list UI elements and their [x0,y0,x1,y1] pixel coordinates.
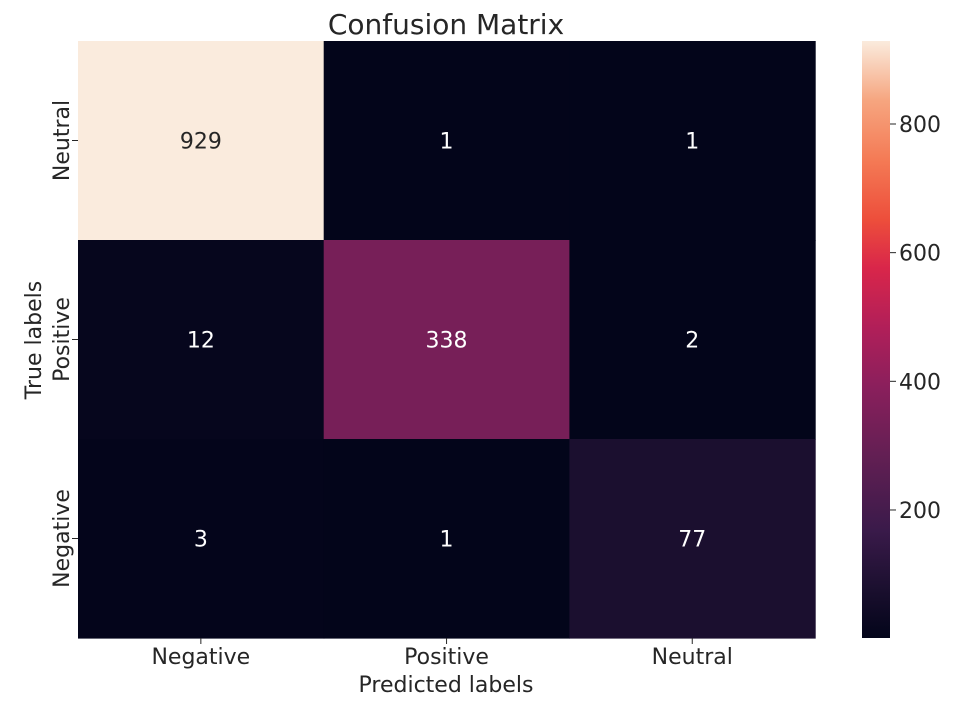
colorbar-gradient [862,41,890,638]
y-axis-label: True labels [22,281,47,400]
heatmap-cell [323,240,570,440]
cell-value-label: 338 [426,329,468,354]
heatmap-cell [78,439,325,639]
x-axis: Negative Positive Neutral [151,638,733,670]
y-tick-label: Neutral [50,100,75,181]
colorbar-tick-label: 200 [899,499,941,524]
x-axis-label: Predicted labels [359,673,534,698]
y-tick-label: Negative [50,489,75,588]
heatmap-cell [323,41,570,241]
cell-value-label: 12 [187,329,215,354]
x-tick-label: Neutral [652,645,733,670]
cell-value-label: 929 [180,130,222,155]
cell-value-label: 3 [194,528,208,553]
heatmap-annotations: 929 1 1 12 338 2 3 1 77 [180,130,706,553]
x-tick-label: Positive [404,645,489,670]
heatmap-cell [569,439,816,639]
heatmap-cell [569,41,816,241]
colorbar: 200 400 600 800 [862,41,941,638]
cell-value-label: 1 [440,528,454,553]
x-tick-label: Negative [151,645,250,670]
heatmap-cell [569,240,816,440]
colorbar-tick-label: 400 [899,370,941,395]
cell-value-label: 2 [685,329,699,354]
chart-title: Confusion Matrix [328,8,564,41]
colorbar-tick-label: 600 [899,242,941,267]
colorbar-tick-label: 800 [899,113,941,138]
heatmap-cell [78,240,325,440]
heatmap-cell [323,439,570,639]
cell-value-label: 1 [440,130,454,155]
heatmap-cell [78,41,325,241]
cell-value-label: 77 [678,528,706,553]
heatmap-cells [78,41,816,639]
y-axis: Neutral Positive Negative [50,100,78,588]
y-tick-label: Positive [50,297,75,382]
cell-value-label: 1 [685,130,699,155]
